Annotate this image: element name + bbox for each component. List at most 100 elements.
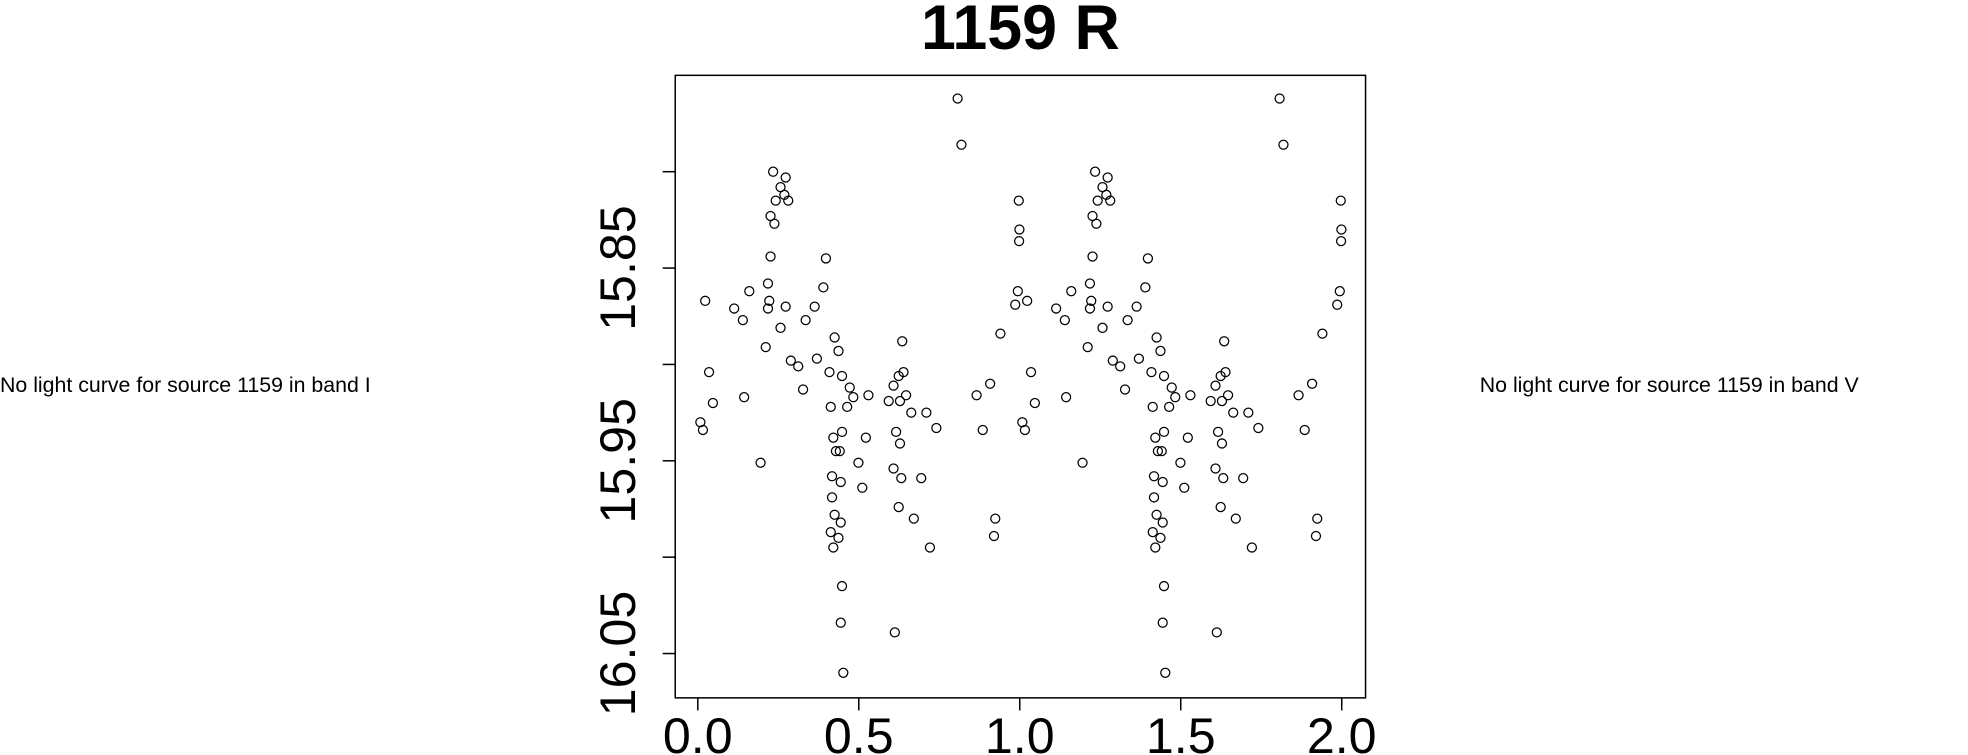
point bbox=[1084, 303, 1096, 314]
point bbox=[1230, 513, 1241, 524]
point bbox=[990, 513, 1001, 524]
point bbox=[860, 432, 871, 443]
point bbox=[844, 382, 855, 393]
point bbox=[1335, 235, 1347, 247]
x-tick-label: 2.0 bbox=[1307, 708, 1377, 755]
point bbox=[1164, 401, 1175, 412]
point bbox=[900, 390, 912, 401]
point bbox=[1148, 492, 1160, 503]
point bbox=[1050, 303, 1062, 314]
point bbox=[1025, 366, 1037, 378]
point bbox=[1059, 314, 1070, 326]
point bbox=[1243, 407, 1254, 418]
point bbox=[737, 314, 749, 326]
point bbox=[1151, 509, 1162, 520]
point bbox=[1182, 432, 1193, 443]
point bbox=[825, 401, 836, 412]
point bbox=[897, 336, 908, 347]
point bbox=[1158, 370, 1170, 382]
point bbox=[1152, 446, 1164, 457]
point bbox=[971, 390, 982, 401]
point bbox=[1185, 390, 1196, 401]
x-tick-label: 0.0 bbox=[663, 708, 733, 755]
point bbox=[995, 328, 1006, 339]
point bbox=[1077, 457, 1088, 468]
point bbox=[1060, 392, 1072, 403]
point bbox=[830, 446, 842, 457]
point bbox=[1274, 93, 1285, 104]
point bbox=[836, 580, 848, 592]
point bbox=[1158, 426, 1170, 438]
point bbox=[1219, 336, 1230, 347]
point bbox=[956, 139, 967, 150]
point bbox=[697, 424, 709, 436]
point bbox=[1133, 353, 1145, 364]
point bbox=[1157, 617, 1168, 628]
point bbox=[1335, 195, 1346, 206]
y-tick-label: 15.95 bbox=[590, 398, 646, 524]
point bbox=[916, 473, 927, 484]
point bbox=[863, 390, 874, 401]
point bbox=[826, 492, 838, 503]
point bbox=[1131, 301, 1142, 312]
point bbox=[835, 617, 846, 628]
point bbox=[952, 93, 963, 104]
point bbox=[828, 432, 839, 443]
point bbox=[1155, 532, 1166, 544]
point bbox=[811, 353, 823, 364]
point bbox=[1089, 166, 1101, 177]
point bbox=[893, 501, 904, 513]
point bbox=[1299, 424, 1310, 436]
point bbox=[889, 627, 900, 638]
point bbox=[1146, 366, 1157, 378]
point bbox=[906, 407, 917, 418]
point bbox=[1179, 482, 1190, 493]
point bbox=[977, 424, 988, 436]
point bbox=[1012, 286, 1023, 297]
point bbox=[1107, 355, 1118, 366]
point bbox=[1170, 392, 1181, 403]
point bbox=[1317, 328, 1328, 339]
point bbox=[1306, 378, 1318, 389]
point bbox=[1246, 542, 1258, 553]
point bbox=[1084, 278, 1096, 289]
point bbox=[835, 476, 846, 488]
point bbox=[1022, 295, 1033, 306]
point bbox=[780, 301, 791, 312]
point bbox=[1082, 341, 1093, 353]
point bbox=[1334, 286, 1345, 297]
point bbox=[825, 526, 836, 538]
point bbox=[744, 286, 755, 297]
point bbox=[1010, 299, 1021, 310]
point bbox=[1175, 457, 1186, 468]
point bbox=[829, 509, 840, 520]
point bbox=[1013, 195, 1024, 206]
point bbox=[838, 667, 849, 678]
point bbox=[1019, 424, 1031, 436]
point bbox=[1293, 390, 1304, 401]
point bbox=[836, 426, 848, 438]
point bbox=[797, 384, 809, 395]
point bbox=[883, 395, 894, 407]
point bbox=[894, 438, 906, 449]
point bbox=[1228, 407, 1239, 418]
annotation: No light curve for source 1159 in band V bbox=[1480, 373, 1860, 397]
point bbox=[1119, 384, 1131, 395]
point bbox=[769, 218, 780, 229]
point bbox=[890, 426, 902, 438]
x-tick-label: 0.5 bbox=[824, 708, 894, 755]
point bbox=[1142, 253, 1154, 264]
point bbox=[1029, 397, 1041, 409]
point bbox=[729, 303, 740, 314]
point bbox=[1332, 299, 1343, 310]
point bbox=[1238, 473, 1249, 484]
annotation: No light curve for source 1159 in band I bbox=[0, 373, 371, 397]
chart-title: 1159 R bbox=[921, 0, 1120, 63]
point bbox=[820, 253, 832, 264]
point bbox=[1017, 417, 1028, 428]
point bbox=[833, 345, 844, 357]
point bbox=[1102, 172, 1113, 183]
point bbox=[836, 370, 848, 382]
point bbox=[1086, 295, 1097, 306]
point bbox=[848, 392, 859, 403]
